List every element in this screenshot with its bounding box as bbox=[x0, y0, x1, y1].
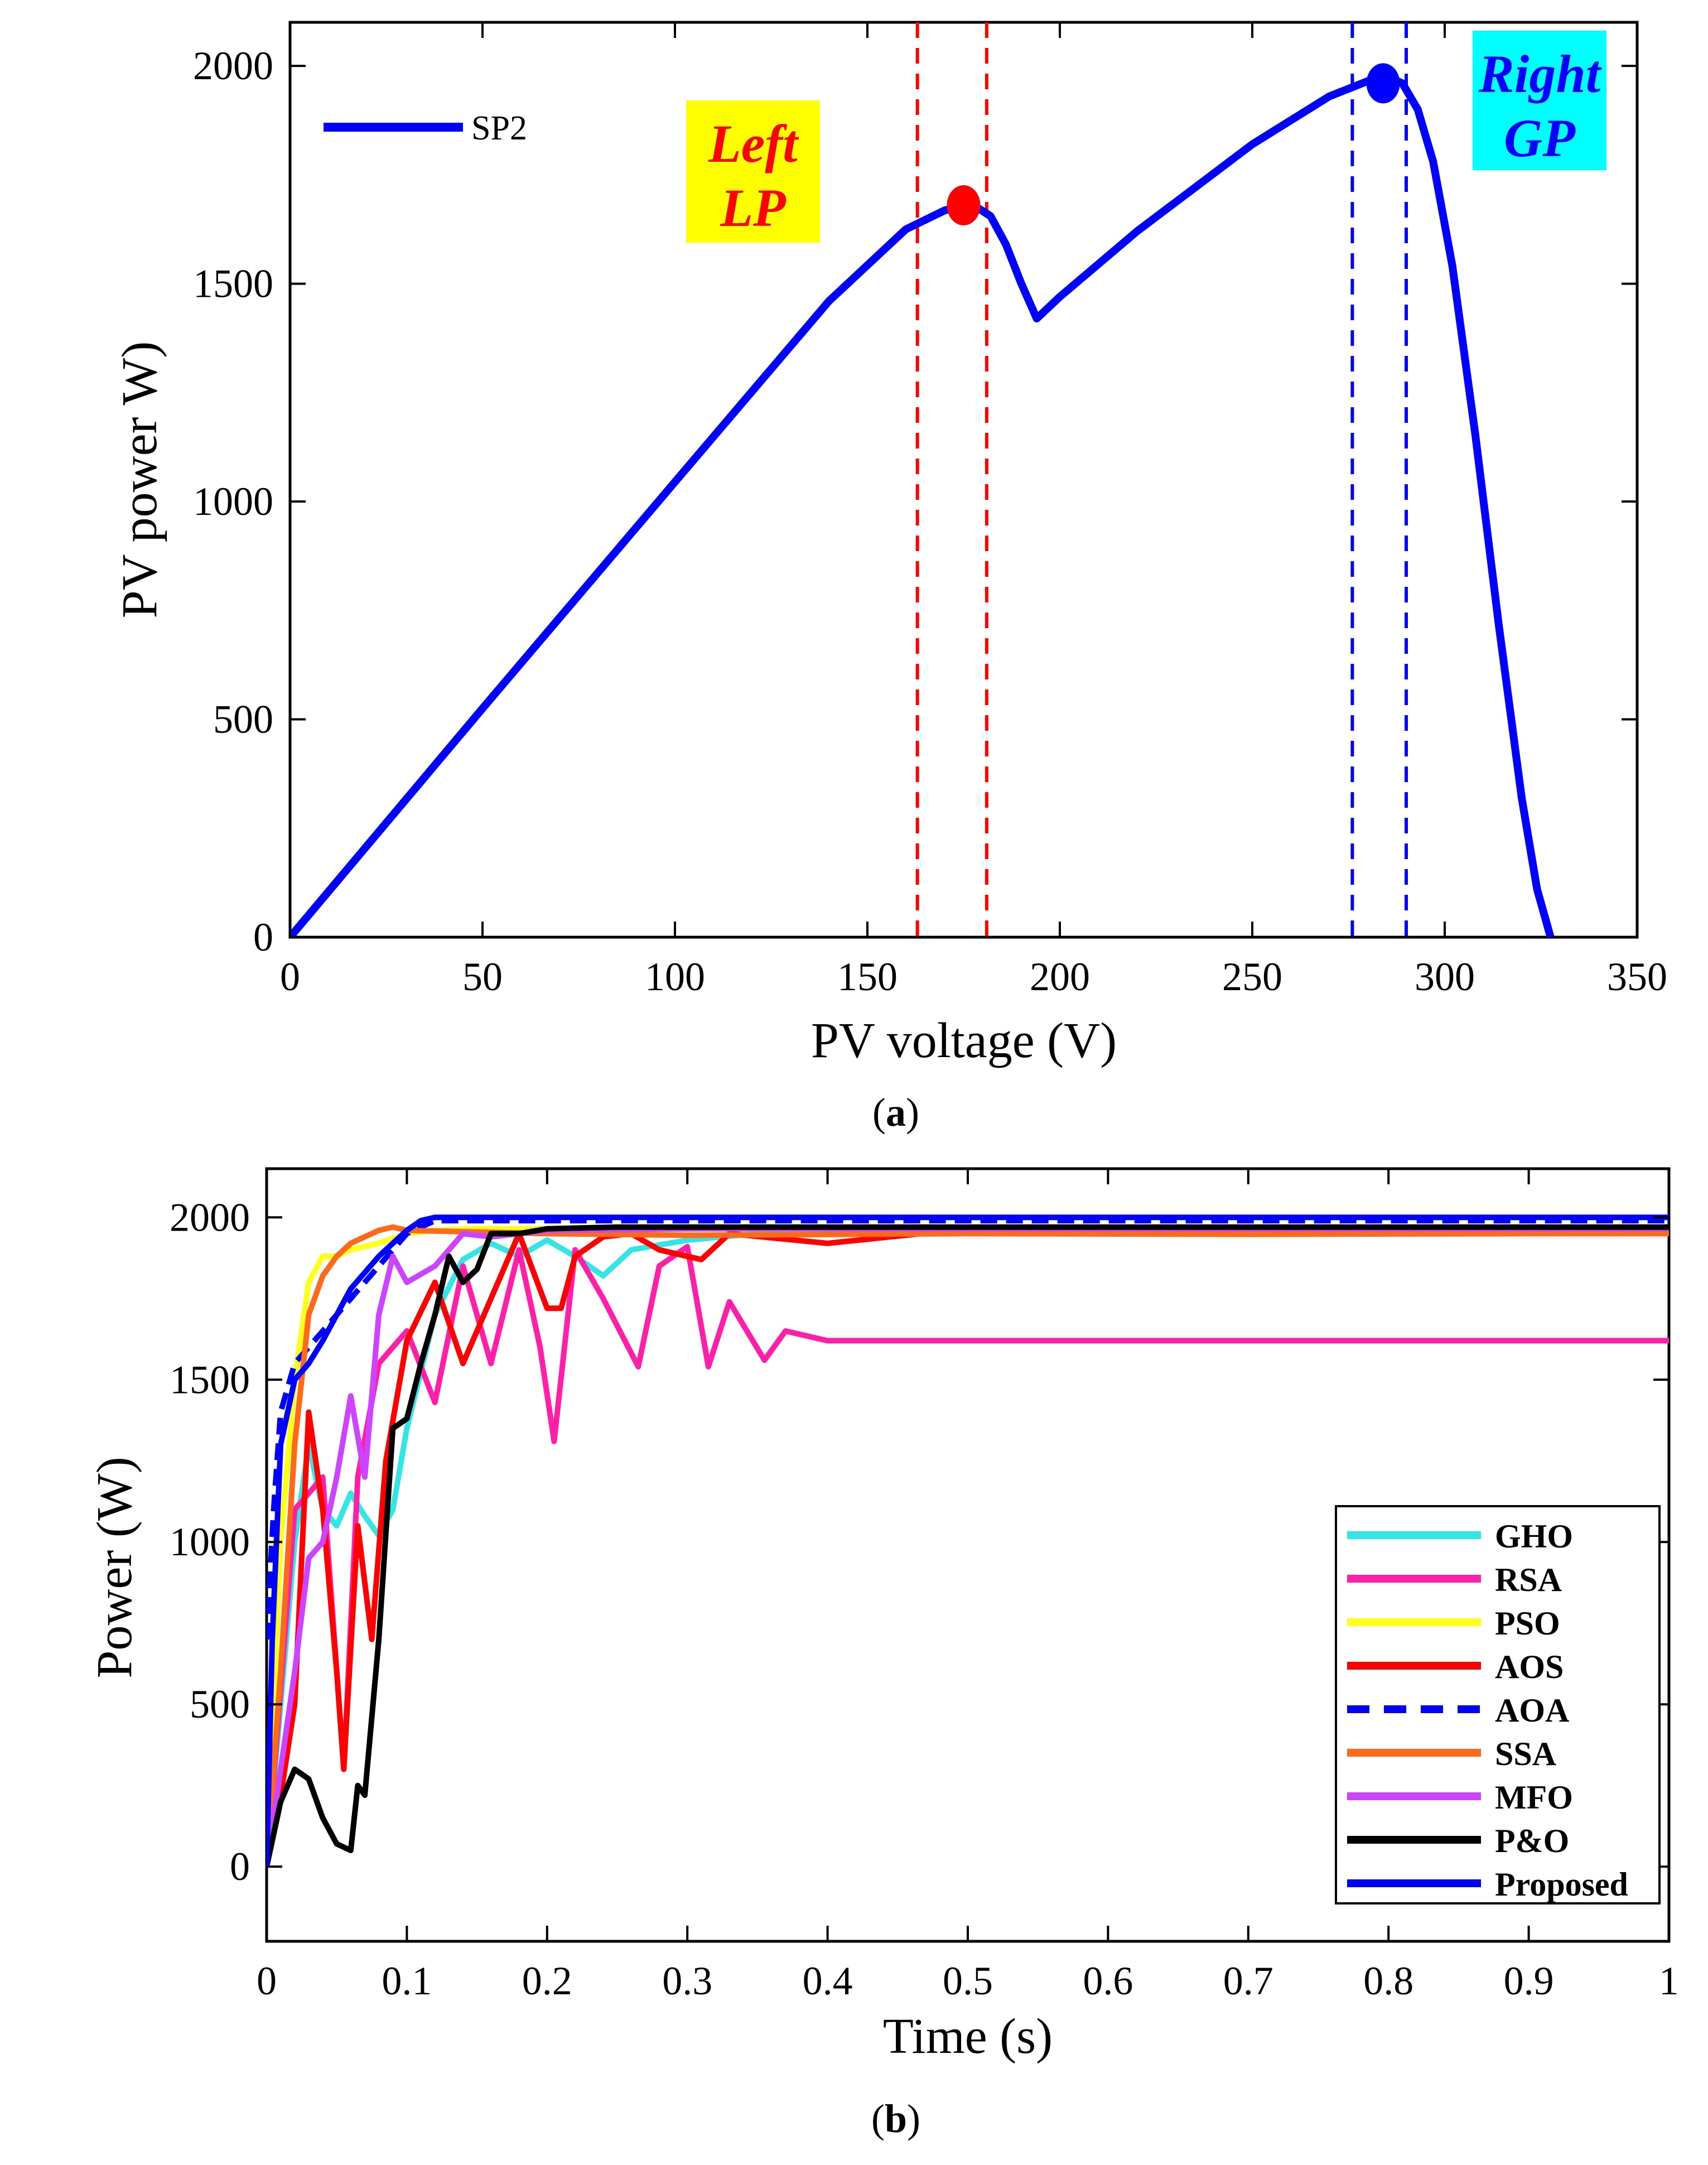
legend-label-sp2: SP2 bbox=[471, 109, 527, 147]
x-tick-label: 0.2 bbox=[522, 1959, 572, 2003]
annotation-left-lp-line2: LP bbox=[720, 178, 787, 238]
x-tick-label: 0.1 bbox=[382, 1959, 432, 2003]
legend-label-ssa: SSA bbox=[1495, 1735, 1556, 1772]
x-tick-label: 0 bbox=[257, 1959, 277, 2003]
y-tick-label: 1000 bbox=[170, 1520, 250, 1564]
legend-label-aos: AOS bbox=[1495, 1648, 1564, 1685]
legend-label-mfo: MFO bbox=[1495, 1779, 1573, 1816]
y-tick-label: 1500 bbox=[170, 1357, 250, 1402]
legend-label-rsa: RSA bbox=[1495, 1561, 1562, 1598]
x-tick-label: 0.4 bbox=[803, 1959, 853, 2003]
y-tick-label: 500 bbox=[213, 697, 273, 742]
caption-b-letter: b bbox=[885, 2096, 907, 2141]
chart-b: 0 0.1 0.2 0.3 0.4 0.5 0.6 0.7 0.8 0.9 1 0 500 1000 150… bbox=[87, 1167, 1679, 2141]
legend-label-gho: GHO bbox=[1495, 1518, 1573, 1555]
legend-label-pando: P&O bbox=[1495, 1822, 1569, 1859]
x-tick-label: 0.8 bbox=[1363, 1959, 1413, 2003]
annotation-right-gp: Right GP bbox=[1473, 31, 1606, 170]
x-tick-label: 200 bbox=[1030, 954, 1090, 999]
series-line-proposed bbox=[267, 1214, 1669, 1867]
marker-left-lp bbox=[947, 185, 981, 225]
x-tick-label: 250 bbox=[1222, 954, 1282, 999]
x-tick-label: 300 bbox=[1415, 954, 1475, 999]
chart-a-plot-area bbox=[288, 21, 1639, 939]
y-tick-label: 1000 bbox=[193, 479, 273, 524]
caption-b: (b) bbox=[871, 2096, 920, 2141]
chart-a-legend: SP2 bbox=[324, 109, 527, 147]
y-tick-label: 2000 bbox=[193, 44, 273, 88]
x-tick-label: 0 bbox=[280, 954, 300, 999]
annotation-left-lp-box bbox=[686, 100, 820, 243]
x-tick-label: 100 bbox=[645, 954, 705, 999]
chart-b-ylabel: Power (W) bbox=[87, 1457, 142, 1678]
x-tick-label: 0.7 bbox=[1223, 1959, 1273, 2003]
x-tick-label: 0.6 bbox=[1083, 1959, 1133, 2003]
annotation-left-lp-line1: Left bbox=[708, 114, 799, 173]
series-line-pando bbox=[267, 1224, 1669, 1868]
y-tick-label: 1500 bbox=[193, 262, 273, 306]
series-line-sp2 bbox=[290, 73, 1555, 937]
annotation-right-gp-line1: Right bbox=[1478, 44, 1603, 104]
legend-label-pso: PSO bbox=[1495, 1605, 1560, 1642]
series-line-rsa bbox=[267, 1243, 1669, 1867]
x-tick-label: 0.3 bbox=[662, 1959, 712, 2003]
chart-a-ylabel: PV power W) bbox=[112, 341, 167, 619]
x-tick-label: 150 bbox=[837, 954, 898, 999]
caption-a: (a) bbox=[872, 1090, 919, 1135]
x-tick-label: 50 bbox=[462, 954, 503, 999]
chart-b-xlabel: Time (s) bbox=[883, 2009, 1053, 2064]
marker-right-gp bbox=[1366, 63, 1400, 104]
y-tick-label: 0 bbox=[253, 915, 273, 959]
annotation-right-gp-line2: GP bbox=[1504, 108, 1576, 168]
x-tick-label: 0.9 bbox=[1504, 1959, 1554, 2003]
chart-a: 0 50 100 150 200 250 300 350 0 500 1000 1500 2000 Le… bbox=[112, 21, 1667, 1135]
legend-label-proposed: Proposed bbox=[1495, 1866, 1628, 1903]
x-tick-label: 1 bbox=[1659, 1959, 1679, 2003]
x-tick-label: 350 bbox=[1607, 954, 1667, 999]
caption-a-letter: a bbox=[886, 1090, 906, 1135]
annotation-left-lp: Left LP bbox=[686, 100, 820, 243]
chart-b-legend: GHO RSA PSO AOS AOA SSA MFO P&O Proposed bbox=[1335, 1505, 1661, 1904]
annotation-right-gp-box bbox=[1473, 31, 1606, 170]
y-tick-label: 2000 bbox=[170, 1195, 250, 1240]
x-tick-label: 0.5 bbox=[943, 1959, 993, 2003]
y-tick-label: 500 bbox=[190, 1682, 250, 1727]
legend-label-aoa: AOA bbox=[1495, 1692, 1569, 1729]
series-line-ssa bbox=[267, 1224, 1669, 1867]
chart-a-xlabel: PV voltage (V) bbox=[811, 1013, 1117, 1068]
y-tick-label: 0 bbox=[230, 1844, 250, 1889]
